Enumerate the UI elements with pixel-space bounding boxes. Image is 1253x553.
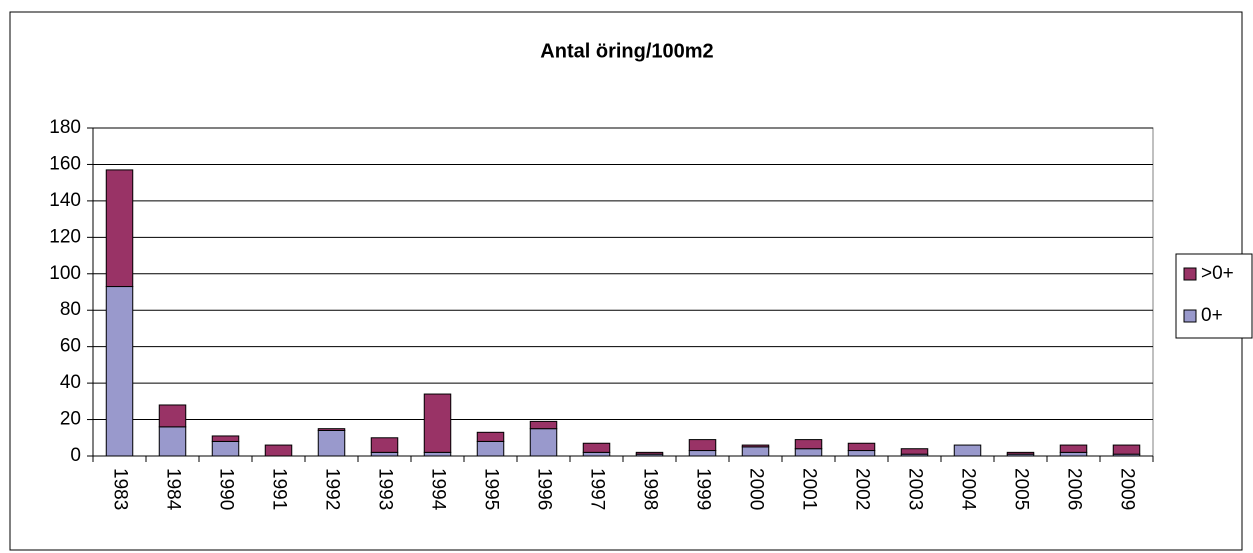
y-tick-label: 0 [70,445,81,466]
bar-segment [529,420,558,430]
x-tick-label: 2001 [798,468,819,510]
y-tick-label: 20 [60,409,81,430]
bar-segment [1059,444,1088,453]
x-tick-label: 1984 [162,468,183,511]
x-tick-label: 1983 [109,468,130,510]
bar-segment [794,439,823,450]
x-tick-label: 2009 [1116,468,1137,510]
x-tick-label: 2005 [1010,468,1031,510]
legend-label: 0+ [1201,305,1223,326]
x-tick-label: 1991 [268,468,289,510]
bar-segment [741,444,770,448]
x-tick-label: 1992 [321,468,342,510]
bar-segment [847,450,876,457]
x-tick-label: 1990 [215,468,236,510]
bar-segment [847,442,876,452]
x-tick-label: 1993 [374,468,395,510]
bar-segment [211,435,240,442]
x-tick-label: 1994 [427,468,448,511]
chart-title: Antal öring/100m2 [540,40,713,62]
bar-segment [158,426,187,457]
bar-segment [688,439,717,452]
bar-segment [1006,451,1035,455]
x-tick-label: 2002 [851,468,872,510]
y-tick-label: 180 [49,117,81,138]
bar-segment [1059,451,1088,457]
bar-segment [211,440,240,457]
y-tick-label: 100 [49,263,81,284]
bar-segment [105,286,134,457]
x-tick-label: 1999 [692,468,713,510]
y-tick-label: 80 [60,299,81,320]
bar-segment [635,451,664,455]
x-tick-label: 1998 [639,468,660,510]
y-tick-label: 120 [49,226,81,247]
x-tick-label: 1995 [480,468,501,510]
bar-segment [317,428,346,431]
x-tick-label: 2006 [1063,468,1084,510]
y-tick-label: 160 [49,153,81,174]
bar-segment [900,448,929,455]
x-tick-label: 1996 [533,468,554,510]
x-tick-label: 2004 [957,468,978,511]
legend-label: >0+ [1201,263,1234,284]
bar-segment [370,451,399,457]
bar-segment [264,444,293,457]
y-tick-label: 140 [49,190,81,211]
x-tick-label: 2003 [904,468,925,510]
legend-swatch [1183,267,1197,281]
bar-segment [741,446,770,457]
bar-segment [476,440,505,457]
x-tick-label: 1997 [586,468,607,510]
bar-segment [423,393,452,453]
bar-segment [529,428,558,457]
bar-segment [370,437,399,453]
plot-area [92,127,1154,457]
bar-segment [688,450,717,457]
y-tick-label: 40 [60,372,81,393]
y-tick-label: 60 [60,336,81,357]
bar-segment [794,448,823,457]
bar-segment [317,429,346,457]
x-tick-label: 2000 [745,468,766,510]
bar-segment [423,451,452,457]
bar-segment [582,451,611,457]
bar-segment [1112,444,1141,455]
legend-swatch [1183,309,1197,323]
bar-segment [105,169,134,288]
bar-segment [476,431,505,442]
bar-segment [158,404,187,428]
bar-segment [953,444,982,457]
bar-segment [582,442,611,453]
